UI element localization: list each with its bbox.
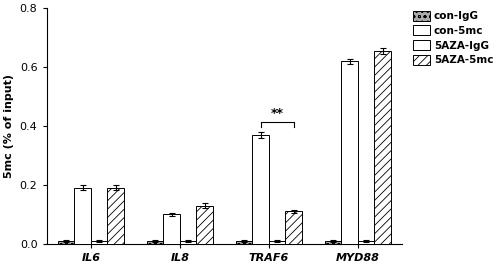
Bar (286, 211, 302, 244)
Bar (147, 241, 164, 244)
Bar (324, 241, 342, 244)
Bar (196, 206, 213, 244)
Bar (74, 188, 91, 244)
Bar (374, 51, 391, 244)
Bar (164, 214, 180, 244)
Y-axis label: 5mc (% of input): 5mc (% of input) (4, 74, 14, 178)
Bar (252, 135, 269, 244)
Bar (58, 241, 74, 244)
Bar (269, 241, 285, 244)
Bar (91, 241, 108, 244)
Text: **: ** (270, 107, 283, 120)
Bar (180, 241, 196, 244)
Bar (108, 188, 124, 244)
Legend: con-IgG, con-5mc, 5AZA-IgG, 5AZA-5mc: con-IgG, con-5mc, 5AZA-IgG, 5AZA-5mc (411, 9, 496, 68)
Bar (342, 61, 358, 244)
Bar (236, 241, 252, 244)
Bar (358, 241, 374, 244)
